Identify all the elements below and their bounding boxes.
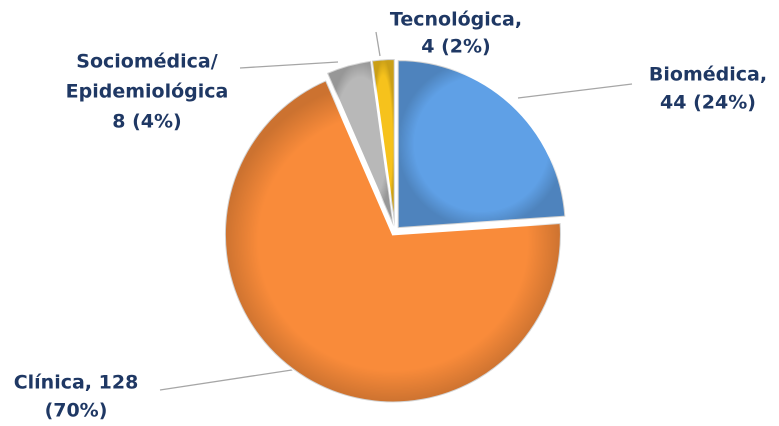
data-label: Epidemiológica: [66, 81, 229, 103]
slice-shade: [397, 60, 566, 229]
slice-shade: [371, 59, 395, 228]
data-label: Sociomédica/: [76, 51, 217, 73]
data-label: 8 (4%): [112, 111, 181, 133]
data-label: Tecnológica,: [390, 9, 522, 31]
slice-shade: [326, 60, 394, 228]
leader-line: [375, 31, 381, 57]
data-label: (70%): [45, 400, 108, 422]
data-label: 4 (2%): [421, 36, 490, 58]
data-label: Clínica, 128: [14, 372, 139, 394]
data-label: 44 (24%): [660, 92, 756, 114]
slice-shade: [224, 80, 561, 403]
data-label: Biomédica,: [649, 64, 767, 86]
leader-line: [159, 367, 306, 391]
leader-line: [517, 83, 633, 99]
leader-line: [239, 61, 339, 69]
